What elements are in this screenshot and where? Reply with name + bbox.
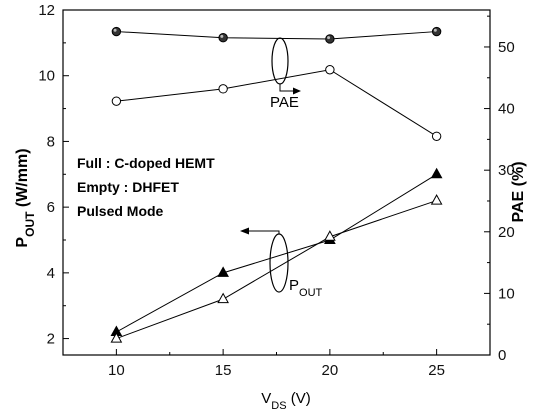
- data-point-2: [430, 167, 443, 179]
- data-point-3: [217, 292, 229, 304]
- pae-arrowhead: [293, 87, 301, 95]
- series-line-0: [116, 31, 437, 40]
- pout-arrowhead: [240, 227, 249, 235]
- x-tick-label: 25: [428, 362, 445, 379]
- data-point-0: [218, 33, 228, 43]
- series-layer: [110, 26, 443, 343]
- data-point-3: [110, 332, 123, 343]
- pae-group-ellipse: [271, 37, 289, 85]
- x-tick-label: 20: [322, 362, 339, 379]
- pae-arrow: [279, 84, 299, 92]
- series-line-1: [116, 69, 437, 137]
- left-tick-label: 10: [38, 68, 55, 85]
- left-y-axis: 2 4 6 8 10 12: [38, 2, 69, 348]
- right-tick-label: 30: [498, 162, 515, 179]
- data-point-3: [430, 194, 443, 205]
- point-highlight: [327, 36, 331, 40]
- left-tick-label: 2: [47, 331, 55, 348]
- right-axis-title: PAE (%): [510, 161, 527, 222]
- left-axis-title: POUT (W/mm): [14, 148, 37, 247]
- x-axis-title: VDS (V): [261, 390, 310, 411]
- pout-arrow: [244, 230, 280, 234]
- left-tick-label: 6: [47, 199, 55, 216]
- right-tick-label: 50: [498, 39, 515, 56]
- legend-note-full: Full : C-doped HEMT: [77, 155, 215, 171]
- series-line-2: [116, 173, 437, 333]
- data-point-0: [325, 34, 335, 44]
- data-point-0: [111, 26, 122, 37]
- point-highlight: [433, 28, 437, 32]
- data-point-3: [324, 230, 336, 241]
- pout-annotation-label: POUT: [289, 277, 323, 299]
- series-line-3: [116, 200, 437, 340]
- data-point-2: [217, 266, 229, 277]
- pae-annotation-label: PAE: [270, 94, 299, 111]
- x-tick-label: 15: [215, 362, 232, 379]
- right-tick-label: 40: [498, 101, 515, 118]
- point-highlight: [220, 34, 224, 38]
- left-tick-label: 12: [38, 2, 55, 19]
- legend-note-empty: Empty : DHFET: [77, 179, 179, 195]
- right-tick-label: 10: [498, 285, 515, 302]
- right-y-axis: 0 10 20 30 40 50: [484, 15, 515, 364]
- data-point-1: [111, 96, 122, 106]
- annotation-layer: [240, 37, 301, 293]
- point-highlight: [113, 28, 117, 32]
- legend-note-pulsed: Pulsed Mode: [77, 203, 164, 219]
- data-point-1: [431, 131, 442, 141]
- data-point-0: [431, 26, 442, 37]
- x-axis: 10 15 20 25: [62, 349, 491, 379]
- x-tick-label: 10: [108, 362, 125, 379]
- right-tick-label: 20: [498, 224, 515, 241]
- data-point-1: [218, 84, 228, 94]
- data-point-1: [325, 65, 335, 75]
- left-tick-label: 8: [47, 133, 55, 150]
- right-tick-label: 0: [498, 347, 506, 364]
- left-tick-label: 4: [47, 265, 55, 282]
